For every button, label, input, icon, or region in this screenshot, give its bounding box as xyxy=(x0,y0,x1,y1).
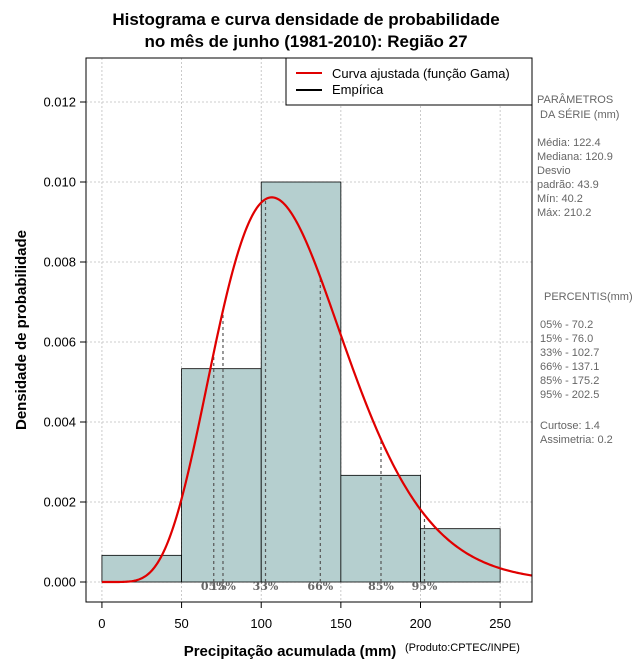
legend: Curva ajustada (função Gama) Empírica xyxy=(285,57,533,106)
legend-label-empirical: Empírica xyxy=(332,82,384,97)
stat-min: Mín: 40.2 xyxy=(537,193,583,205)
percentil-05: 05% - 70.2 xyxy=(540,319,593,331)
y-tick-label: 0.004 xyxy=(43,415,76,430)
percentil-85: 85% - 175.2 xyxy=(540,375,599,387)
x-tick-label: 150 xyxy=(330,616,352,631)
percentile-label: 85% xyxy=(368,580,394,593)
histogram-bar xyxy=(420,528,501,583)
x-axis-label: Precipitação acumulada (mm) xyxy=(184,643,397,660)
fitted-gamma-curve xyxy=(101,196,533,584)
y-axis-label: Densidade de probabilidade xyxy=(13,230,30,430)
percentile-label: 95% xyxy=(412,580,438,593)
chart-title-line1: Histograma e curva densidade de probabil… xyxy=(112,10,499,29)
y-tick-label: 0.008 xyxy=(43,255,76,270)
percentil-33: 33% - 102.7 xyxy=(540,347,599,359)
chart-title-line2: no mês de junho (1981-2010): Região 27 xyxy=(144,32,467,51)
stat-padrao: padrão: 43.9 xyxy=(537,179,599,191)
params-title-line1: PARÂMETROS xyxy=(537,93,613,106)
stat-media: Média: 122.4 xyxy=(537,137,601,149)
y-tick-label: 0.000 xyxy=(43,575,76,590)
histogram-bar xyxy=(260,181,342,583)
percentil-95: 95% - 202.5 xyxy=(540,389,599,401)
percentile-label: 33% xyxy=(253,580,279,593)
x-tick-label: 250 xyxy=(489,616,511,631)
legend-box xyxy=(285,57,533,106)
stat-mediana: Mediana: 120.9 xyxy=(537,151,613,163)
credit-label: (Produto:CPTEC/INPE) xyxy=(405,642,520,654)
percentil-66: 66% - 137.1 xyxy=(540,361,599,373)
histogram-bar xyxy=(181,368,262,583)
stat-max: Máx: 210.2 xyxy=(537,207,591,219)
y-tick-label: 0.010 xyxy=(43,175,76,190)
percentile-label: 66% xyxy=(307,580,333,593)
percentile-label: 15% xyxy=(210,580,236,593)
stat-curtose: Curtose: 1.4 xyxy=(540,420,600,432)
percentile-label: 05% xyxy=(201,580,227,593)
x-tick-label: 100 xyxy=(250,616,272,631)
histogram-bars xyxy=(101,181,501,583)
y-tick-label: 0.012 xyxy=(43,95,76,110)
x-tick-label: 0 xyxy=(98,616,105,631)
legend-label-curve: Curva ajustada (função Gama) xyxy=(332,66,510,81)
x-tick-label: 200 xyxy=(410,616,432,631)
percentil-15: 15% - 76.0 xyxy=(540,333,593,345)
percentis-title: PERCENTIS(mm) xyxy=(544,291,633,303)
stat-assimetria: Assimetria: 0.2 xyxy=(540,434,613,446)
x-axis: 0 50 100 150 200 250 xyxy=(98,602,511,631)
params-title-line2: DA SÉRIE (mm) xyxy=(540,108,619,121)
y-axis: 0.000 0.002 0.004 0.006 0.008 0.010 0.012 xyxy=(43,95,86,590)
x-tick-label: 50 xyxy=(174,616,188,631)
stat-desvio: Desvio xyxy=(537,165,571,177)
y-tick-label: 0.002 xyxy=(43,495,76,510)
stats-panel: PARÂMETROS DA SÉRIE (mm) Média: 122.4 Me… xyxy=(537,93,633,446)
percentile-lines: 05%15% 33% 66% 85% 95% xyxy=(201,199,438,593)
fitted-curve-layer xyxy=(101,196,533,584)
y-tick-label: 0.006 xyxy=(43,335,76,350)
